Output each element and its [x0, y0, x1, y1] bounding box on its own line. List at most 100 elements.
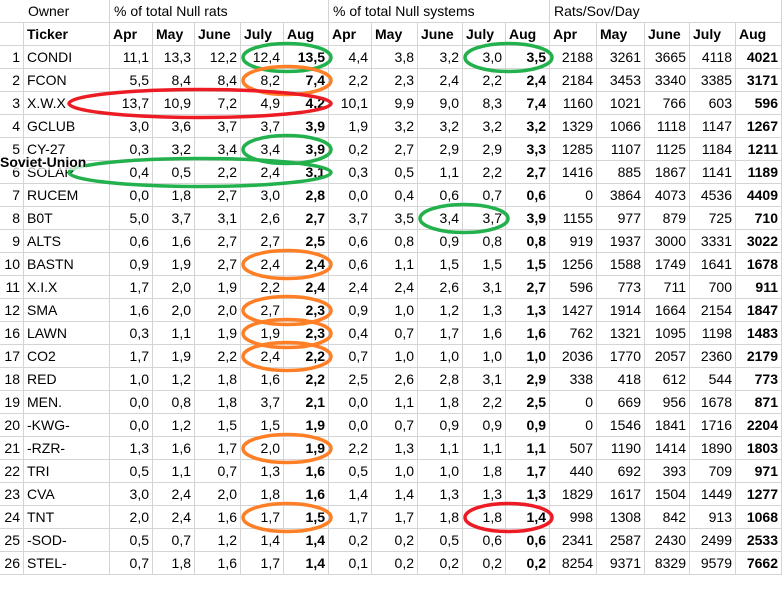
value-cell: 1,0 — [372, 345, 418, 368]
value-cell: 1546 — [597, 414, 645, 437]
value-cell: 842 — [645, 506, 690, 529]
value-cell: 2184 — [550, 69, 597, 92]
value-cell: 9,9 — [372, 92, 418, 115]
ticker: ALTS — [24, 230, 110, 253]
value-cell: 1184 — [690, 138, 736, 161]
value-cell: 10,1 — [329, 92, 372, 115]
column-header: Apr — [110, 23, 153, 46]
value-cell: 2,0 — [110, 506, 153, 529]
value-cell: 0 — [550, 184, 597, 207]
value-cell: 2,0 — [153, 276, 195, 299]
value-cell: 0,0 — [329, 184, 372, 207]
value-cell: 596 — [550, 276, 597, 299]
value-cell: 0,7 — [153, 529, 195, 552]
value-cell: 1,7 — [195, 437, 241, 460]
highlight-ellipse — [241, 432, 333, 465]
value-cell: 1066 — [597, 115, 645, 138]
highlight-ellipse — [463, 501, 554, 534]
value-cell: 0,2 — [463, 552, 506, 575]
value-cell: 709 — [690, 460, 736, 483]
row-number: 20 — [0, 414, 24, 437]
row-number: 4 — [0, 115, 24, 138]
value-cell: 0,8 — [372, 230, 418, 253]
value-cell: 2,2 — [463, 161, 506, 184]
value-cell: 1308 — [597, 506, 645, 529]
value-cell: 0,9 — [329, 299, 372, 322]
header-cell — [690, 0, 736, 23]
value-cell: 3,2 — [463, 115, 506, 138]
value-cell: 1,7 — [372, 506, 418, 529]
value-cell: 1,5 — [506, 253, 550, 276]
value-cell: 2341 — [550, 529, 597, 552]
header-cell — [418, 0, 463, 23]
row-number: 16 — [0, 322, 24, 345]
value-cell: 0,5 — [329, 460, 372, 483]
value-cell: 11,1 — [110, 46, 153, 69]
value-cell: 1,0 — [110, 368, 153, 391]
value-cell: 0,6 — [506, 184, 550, 207]
ticker: X.I.X — [24, 276, 110, 299]
value-cell: 2499 — [690, 529, 736, 552]
value-cell: 5,0 — [110, 207, 153, 230]
value-cell: 8329 — [645, 552, 690, 575]
ticker: B0T — [24, 207, 110, 230]
value-cell: 1,1 — [372, 391, 418, 414]
ticker: X.W.X — [24, 92, 110, 115]
value-cell: 1,6 — [110, 299, 153, 322]
header-cell — [153, 0, 195, 23]
value-cell: 2,8 — [284, 184, 329, 207]
value-cell: 8,3 — [463, 92, 506, 115]
value-cell: 919 — [550, 230, 597, 253]
value-cell: 1,1 — [506, 437, 550, 460]
value-cell: 1,0 — [372, 299, 418, 322]
header-cell — [463, 0, 506, 23]
value-cell: 0,2 — [418, 552, 463, 575]
value-cell: 3,1 — [195, 207, 241, 230]
value-cell: 885 — [597, 161, 645, 184]
value-cell: 1,8 — [153, 184, 195, 207]
value-cell: 1,4 — [241, 529, 284, 552]
value-cell: 3,4 — [195, 138, 241, 161]
value-cell: 0,7 — [372, 414, 418, 437]
value-cell: 2057 — [645, 345, 690, 368]
column-header: May — [372, 23, 418, 46]
row-number: 26 — [0, 552, 24, 575]
row-number: 10 — [0, 253, 24, 276]
row-number: 21 — [0, 437, 24, 460]
owner-header: Owner — [28, 3, 70, 19]
value-cell: 2,9 — [463, 138, 506, 161]
value-cell: 3,7 — [195, 115, 241, 138]
ticker: -KWG- — [24, 414, 110, 437]
value-cell: 0,0 — [110, 414, 153, 437]
row-number: 11 — [0, 276, 24, 299]
value-cell: 1749 — [645, 253, 690, 276]
value-cell: 1416 — [550, 161, 597, 184]
highlight-ellipse — [67, 87, 333, 120]
value-cell: 1,2 — [153, 368, 195, 391]
value-cell: 0,7 — [195, 460, 241, 483]
value-cell: 1,2 — [418, 299, 463, 322]
value-cell: 1,6 — [195, 506, 241, 529]
row-number: 12 — [0, 299, 24, 322]
value-cell: 1,1 — [418, 161, 463, 184]
value-cell: 3,5 — [372, 207, 418, 230]
value-cell: 1,3 — [418, 483, 463, 506]
value-cell: 2,2 — [329, 69, 372, 92]
value-cell: 1,2 — [153, 414, 195, 437]
ticker: -RZR- — [24, 437, 110, 460]
ticker: CVA — [24, 483, 110, 506]
value-cell: 2,2 — [195, 345, 241, 368]
value-cell: 7,4 — [506, 92, 550, 115]
value-cell: 2,6 — [241, 207, 284, 230]
highlight-ellipse — [67, 156, 333, 189]
value-cell: 13,3 — [153, 46, 195, 69]
value-cell: 1,7 — [110, 276, 153, 299]
annotation: Soviet-Union — [0, 154, 87, 170]
highlight-ellipse — [241, 248, 333, 281]
group-header: % of total Null rats — [114, 3, 228, 19]
value-cell: 3864 — [597, 184, 645, 207]
value-cell: 1,5 — [418, 253, 463, 276]
value-cell: 2430 — [645, 529, 690, 552]
highlight-ellipse — [463, 41, 554, 74]
